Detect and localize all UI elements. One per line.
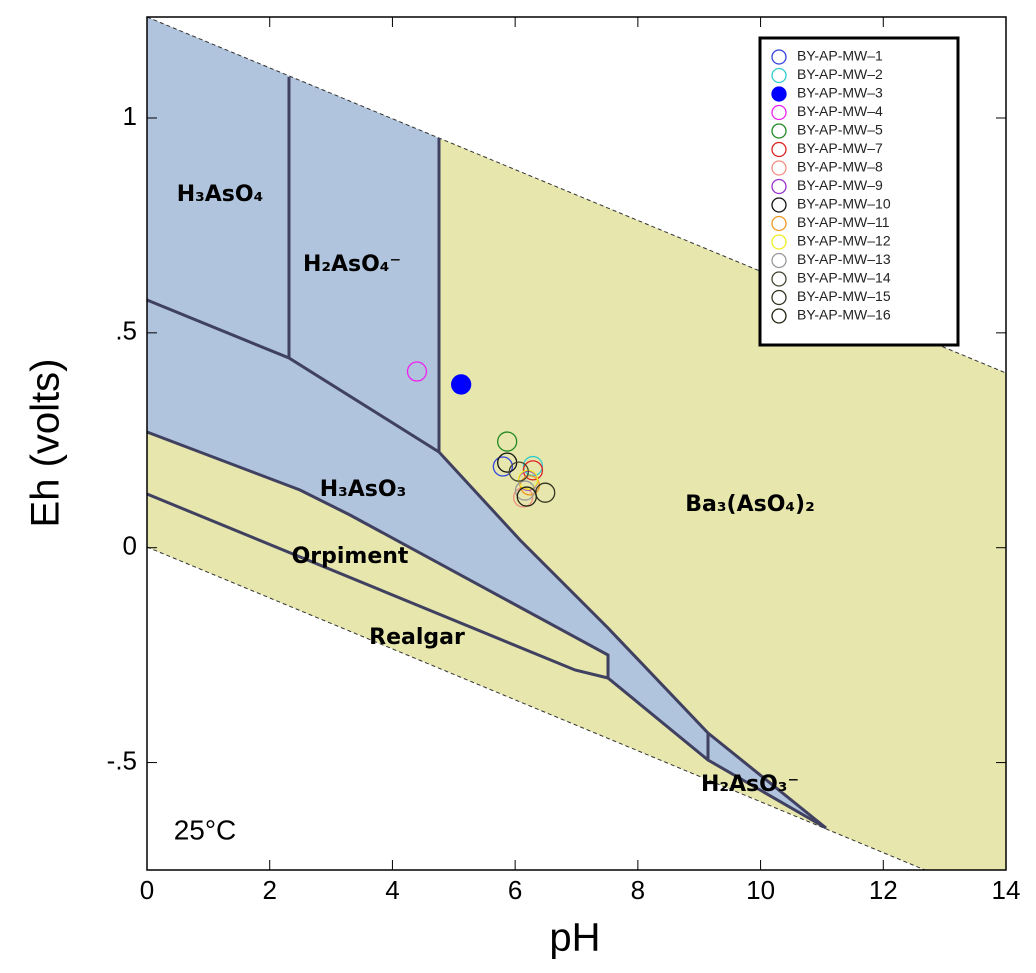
- legend-label: BY-AP-MW–11: [797, 214, 890, 230]
- data-point: [492, 456, 514, 477]
- legend-label: BY-AP-MW–15: [797, 288, 891, 304]
- legend-marker: [771, 86, 787, 102]
- region-label: Orpiment: [292, 544, 409, 569]
- legend-label: BY-AP-MW–12: [797, 233, 891, 249]
- data-point: [522, 460, 544, 481]
- region-label: H₂AsO₄⁻: [303, 252, 401, 277]
- legend-marker: [771, 234, 787, 250]
- legend-label: BY-AP-MW–7: [797, 140, 883, 156]
- legend-label: BY-AP-MW–10: [797, 196, 891, 212]
- x-tick-label: 8: [631, 875, 645, 905]
- legend-label: BY-AP-MW–1: [797, 48, 883, 64]
- plot-frame: [146, 16, 1007, 871]
- legend-label: BY-AP-MW–5: [797, 122, 883, 138]
- data-point: [522, 455, 544, 477]
- legend-label: BY-AP-MW–13: [797, 251, 891, 267]
- legend-marker: [771, 178, 787, 195]
- legend-marker: [771, 308, 787, 324]
- legend-marker: [771, 123, 787, 139]
- x-axis-label: pH: [549, 916, 600, 960]
- y-tick-label: -.5: [107, 745, 137, 775]
- temperature-label: 25°C: [174, 814, 237, 845]
- legend-marker: [771, 49, 787, 65]
- legend-label: BY-AP-MW–16: [797, 307, 891, 323]
- legend-marker: [771, 104, 787, 121]
- legend-marker: [771, 289, 787, 306]
- legend-label: BY-AP-MW–14: [797, 270, 891, 286]
- legend-marker: [771, 271, 787, 287]
- x-tick-label: 0: [140, 875, 154, 905]
- boundary: [146, 492, 609, 680]
- data-point: [406, 361, 428, 382]
- data-point: [450, 374, 472, 395]
- water-lower: [146, 546, 926, 871]
- legend-marker: [771, 141, 787, 158]
- x-tick-label: 4: [385, 875, 399, 905]
- water-upper: [146, 16, 1007, 374]
- region-label: Ba₃(AsO₄)₂: [685, 492, 814, 517]
- x-tick-label: 14: [992, 875, 1021, 905]
- legend-label: BY-AP-MW–4: [797, 103, 883, 119]
- legend-marker: [771, 160, 787, 176]
- legend-box: [758, 36, 960, 347]
- y-tick-label: 0: [123, 531, 137, 561]
- data-point: [508, 461, 529, 482]
- data-point: [516, 486, 537, 507]
- region-label: H₃AsO₃: [320, 477, 407, 502]
- region-label: Realgar: [369, 625, 465, 650]
- legend-label: BY-AP-MW–2: [797, 66, 883, 82]
- region-label: H₂AsO₃⁻: [701, 772, 799, 797]
- y-tick-label: .5: [115, 316, 137, 346]
- y-axis-label: Eh (volts): [24, 359, 68, 528]
- x-tick-label: 6: [508, 875, 522, 905]
- legend-marker: [771, 215, 787, 232]
- legend-label: BY-AP-MW–3: [797, 85, 883, 101]
- legend-marker: [771, 67, 787, 84]
- blue-field: [147, 17, 826, 828]
- stability-field: [146, 16, 1007, 871]
- x-tick-label: 2: [262, 875, 276, 905]
- legend-marker: [771, 252, 787, 269]
- region-label: H₃AsO₄: [177, 182, 264, 207]
- legend-marker: [771, 197, 787, 213]
- data-point: [497, 431, 518, 452]
- y-tick-label: 1: [123, 101, 137, 131]
- legend-label: BY-AP-MW–8: [797, 159, 883, 175]
- legend-label: BY-AP-MW–9: [797, 177, 883, 193]
- x-tick-label: 10: [746, 875, 775, 905]
- x-tick-label: 12: [869, 875, 898, 905]
